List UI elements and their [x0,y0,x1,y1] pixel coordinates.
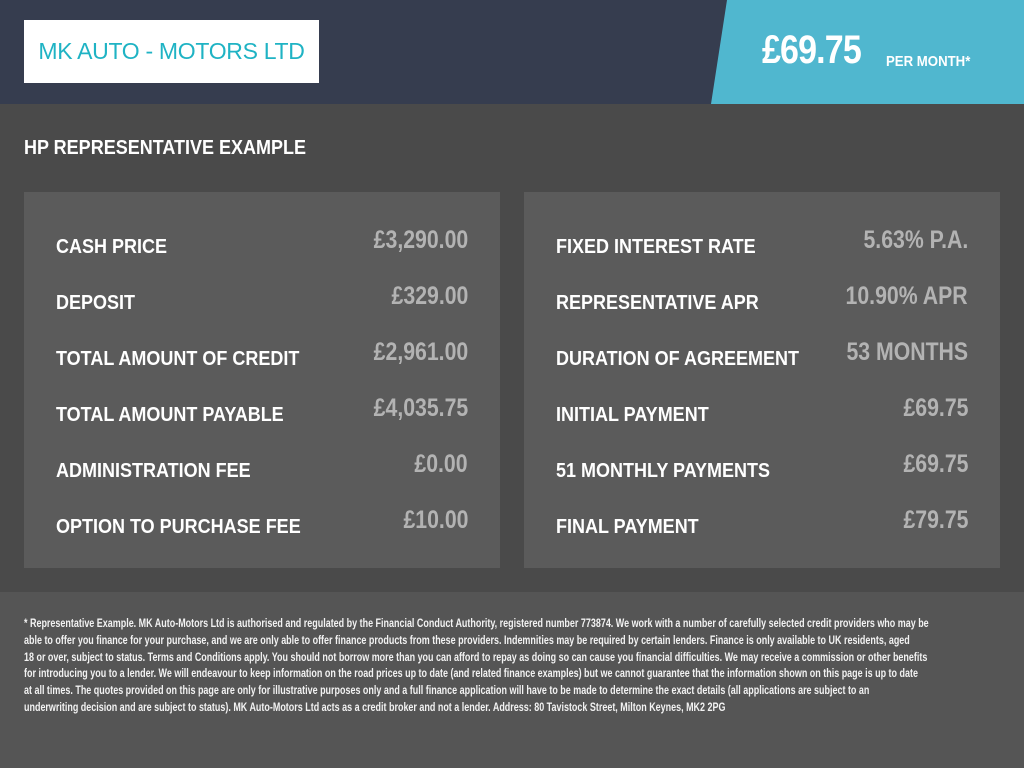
row-initial-payment: INITIAL PAYMENT £69.75 [556,394,968,427]
row-value: 53 MONTHS [846,338,968,366]
row-label: OPTION TO PURCHASE FEE [56,516,301,538]
row-cash-price: CASH PRICE £3,290.00 [56,226,468,259]
row-label: FIXED INTEREST RATE [556,236,756,258]
row-apr: REPRESENTATIVE APR 10.90% APR [556,282,968,315]
row-label: TOTAL AMOUNT OF CREDIT [56,348,300,370]
disclaimer-line: 18 or over, subject to status. Terms and… [24,651,928,664]
row-value: £69.75 [903,450,968,478]
monthly-price-banner [711,0,1024,104]
row-label: DEPOSIT [56,292,136,314]
row-final-payment: FINAL PAYMENT £79.75 [556,506,968,539]
row-label: REPRESENTATIVE APR [556,292,759,314]
row-value: 10.90% APR [845,282,968,310]
row-total-credit: TOTAL AMOUNT OF CREDIT £2,961.00 [56,338,468,371]
row-monthly-payments: 51 MONTHLY PAYMENTS £69.75 [556,450,968,483]
row-label: INITIAL PAYMENT [556,404,709,426]
disclaimer-line: for introducing you to a lender. We will… [24,668,918,681]
row-value: £10.00 [403,506,468,534]
row-duration: DURATION OF AGREEMENT 53 MONTHS [556,338,968,371]
row-value: £4,035.75 [373,394,468,422]
row-label: ADMINISTRATION FEE [56,460,251,482]
row-value: £3,290.00 [373,226,468,254]
disclaimer-text: * Representative Example. MK Auto-Motors… [24,616,929,717]
row-deposit: DEPOSIT £329.00 [56,282,468,315]
row-value: £0.00 [414,450,468,478]
row-value: 5.63% P.A. [863,226,968,254]
disclaimer-line: at all times. The quotes provided on thi… [24,685,870,698]
monthly-price: £69.75 [762,28,862,72]
section-title: HP REPRESENTATIVE EXAMPLE [24,137,307,159]
finance-details-left: CASH PRICE £3,290.00 DEPOSIT £329.00 TOTAL… [24,192,500,568]
footer: * Representative Example. MK Auto-Motors… [0,592,1024,768]
row-option-fee: OPTION TO PURCHASE FEE £10.00 [56,506,468,539]
header: MK AUTO - MOTORS LTD £69.75 PER MONTH* [0,0,1024,104]
row-total-payable: TOTAL AMOUNT PAYABLE £4,035.75 [56,394,468,427]
row-label: FINAL PAYMENT [556,516,699,538]
row-value: £2,961.00 [373,338,468,366]
row-label: 51 MONTHLY PAYMENTS [556,460,771,482]
row-admin-fee: ADMINISTRATION FEE £0.00 [56,450,468,483]
row-label: TOTAL AMOUNT PAYABLE [56,404,284,426]
company-logo: MK AUTO - MOTORS LTD [24,20,319,83]
row-value: £69.75 [903,394,968,422]
disclaimer-line: underwriting decision and are subject to… [24,701,726,714]
disclaimer-line: able to offer you finance for your purch… [24,634,910,647]
row-interest-rate: FIXED INTEREST RATE 5.63% P.A. [556,226,968,259]
disclaimer-line: * Representative Example. MK Auto-Motors… [24,618,929,630]
row-value: £329.00 [391,282,468,310]
row-label: DURATION OF AGREEMENT [556,348,799,370]
logo-text: MK AUTO - MOTORS LTD [38,38,305,64]
per-month-label: PER MONTH* [886,53,971,70]
row-value: £79.75 [903,506,968,534]
row-label: CASH PRICE [56,236,168,258]
finance-details-right: FIXED INTEREST RATE 5.63% P.A. REPRESENTA… [524,192,1000,568]
